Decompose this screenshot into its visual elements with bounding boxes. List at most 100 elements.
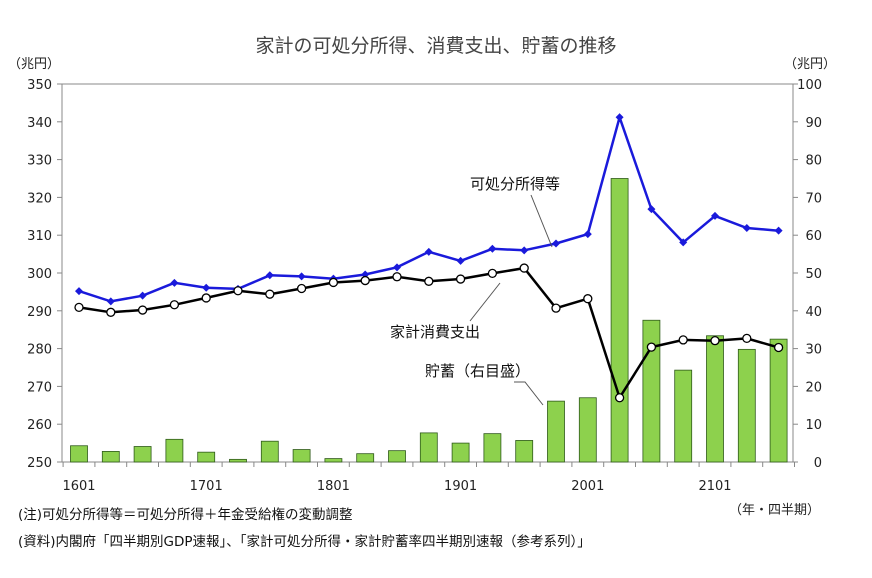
consumption-point [296, 283, 307, 294]
saving-bar [197, 451, 216, 463]
left-tick-label: 290 [27, 305, 52, 320]
disposable-income-point [520, 246, 529, 255]
saving-bar [70, 445, 88, 463]
x-tick-label: 2001 [571, 479, 604, 494]
consumption-point [169, 300, 180, 310]
left-tick-label: 300 [27, 267, 52, 282]
saving-bar [610, 178, 629, 463]
consumption-point [74, 302, 84, 313]
saving-bar [737, 348, 756, 463]
x-tick-label: 1901 [444, 479, 477, 494]
disposable-income-point [393, 263, 401, 272]
consumption-point [487, 268, 498, 279]
consumption-point [201, 293, 211, 303]
x-axis-unit: （年・四半期） [729, 503, 820, 518]
saving-bar [388, 450, 406, 463]
x-tick-label: 1601 [62, 479, 95, 494]
right-tick-label: 0 [814, 456, 822, 471]
left-tick-label: 310 [27, 229, 52, 244]
saving-bar [642, 319, 661, 463]
consumption-point [455, 274, 466, 284]
consumption-point [265, 289, 275, 299]
consumption-point [233, 286, 243, 296]
consumption-point [773, 342, 784, 353]
consumption-point [646, 342, 657, 352]
disposable-income-point [170, 278, 179, 287]
disposable-income-point [75, 287, 83, 296]
disposable-income-point [552, 239, 560, 248]
left-axis-unit: （兆円） [8, 57, 60, 72]
annotation-leader [514, 381, 544, 406]
consumption-point [137, 305, 148, 315]
saving-bar [769, 338, 788, 463]
consumption-point [519, 263, 529, 273]
saving-bar [483, 433, 502, 463]
left-tick-label: 340 [27, 116, 52, 131]
annotation-consumption: 家計消費支出 [390, 323, 480, 341]
saving-bar [674, 369, 693, 463]
note-definition: (注)可処分所得等＝可処分所得＋年金受給権の変動調整 [18, 507, 353, 523]
disposable-income-point [456, 256, 465, 265]
consumption-point [551, 303, 561, 313]
right-tick-label: 10 [805, 418, 822, 433]
right-tick-label: 50 [805, 267, 822, 282]
saving-bar [515, 440, 534, 463]
disposable-income-point [583, 230, 592, 239]
disposable-income-point [138, 291, 147, 300]
disposable-income-point [297, 272, 306, 281]
disposable-income-point [615, 113, 624, 122]
saving-bar [101, 451, 120, 463]
right-tick-label: 70 [805, 191, 822, 206]
disposable-income-point [774, 226, 783, 235]
disposable-income-point [106, 297, 115, 306]
saving-bar [547, 400, 565, 463]
right-tick-label: 100 [797, 78, 822, 93]
left-tick-label: 260 [27, 418, 52, 433]
saving-bar [419, 432, 438, 463]
right-tick-label: 60 [805, 229, 822, 244]
disposable-income-point [742, 224, 751, 233]
axes: 250 260 270 280 290 300 310 320 330 340 350 0 10 20 30… [27, 78, 822, 494]
disposable-income-point [488, 244, 497, 253]
saving-bar [324, 458, 343, 463]
saving-bar [578, 397, 597, 463]
consumption-point [614, 393, 625, 403]
saving-bar [229, 458, 247, 463]
consumption-point [678, 335, 688, 345]
bar-series [70, 178, 788, 463]
saving-bar [292, 449, 311, 463]
line-series [74, 113, 784, 403]
left-tick-label: 320 [27, 191, 52, 206]
consumption-point [328, 277, 339, 288]
annotation-leader [469, 282, 501, 322]
left-tick-label: 330 [27, 154, 52, 169]
disposable-income-point [202, 283, 211, 292]
right-tick-label: 90 [805, 116, 822, 131]
left-tick-label: 280 [27, 343, 52, 358]
saving-bar [451, 442, 470, 463]
disposable-income-point [647, 205, 656, 214]
disposable-income-point [424, 247, 433, 256]
consumption-point [424, 276, 434, 286]
right-tick-label: 20 [805, 380, 822, 395]
consumption-point [360, 275, 370, 286]
disposable-income-point [679, 238, 688, 247]
series-line [78, 113, 779, 303]
annotation-saving: 貯蓄（右目盛） [425, 362, 530, 380]
consumption-point [106, 307, 116, 317]
saving-bar [356, 453, 375, 463]
x-tick-label: 1801 [317, 479, 350, 494]
consumption-point [710, 336, 720, 346]
left-tick-label: 250 [27, 456, 52, 471]
left-tick-label: 350 [27, 78, 52, 93]
consumption-point [583, 294, 593, 304]
x-tick-label: 1701 [190, 479, 223, 494]
right-tick-label: 40 [805, 305, 822, 320]
annotation-disposable-income: 可処分所得等 [470, 175, 560, 193]
saving-bar [133, 446, 152, 463]
disposable-income-point [265, 271, 274, 280]
saving-bar [260, 440, 279, 463]
x-tick-label: 2101 [698, 479, 731, 494]
saving-bar [706, 335, 724, 463]
